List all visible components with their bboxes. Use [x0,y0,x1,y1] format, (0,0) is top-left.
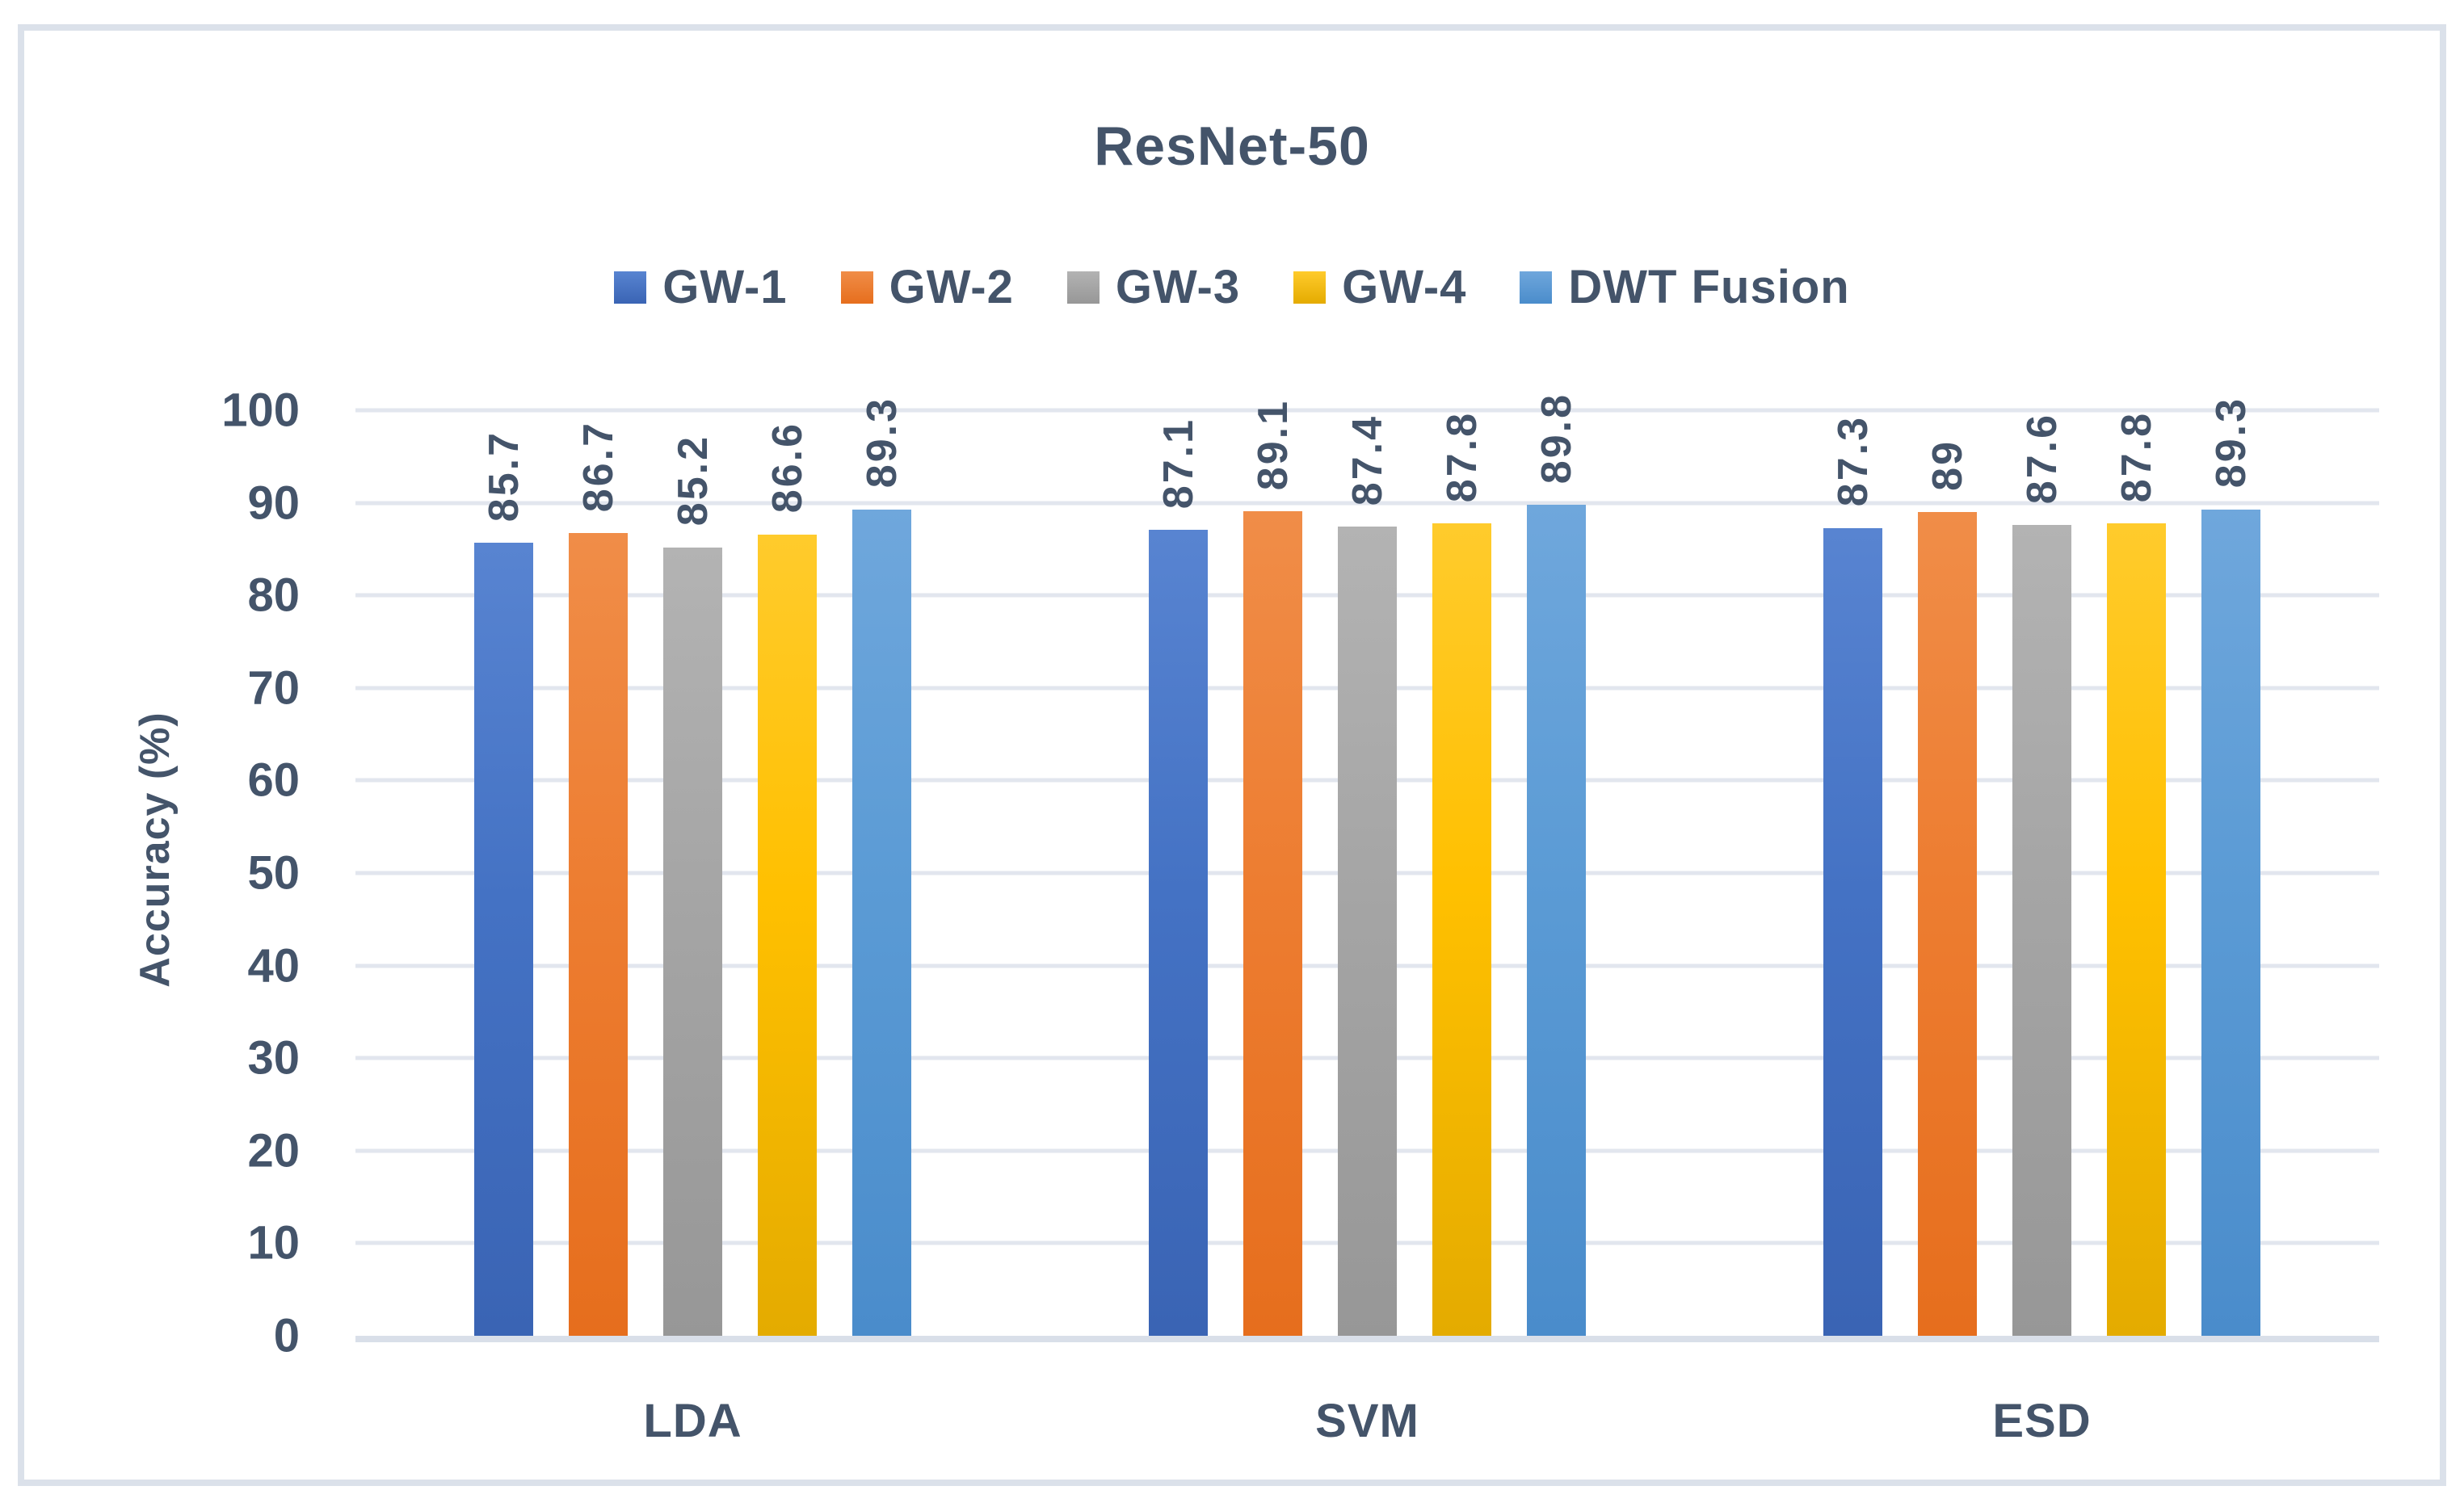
bar-value-label: 89.3 [858,397,906,489]
chart-title: ResNet-50 [1094,115,1370,177]
bar-slot: 86.7 [569,410,628,1336]
bar-group-svm: 87.1 89.1 87.4 87.8 89.8 [1030,392,1705,1336]
bar [1432,523,1491,1336]
legend-item: GW-2 [840,260,1014,314]
bar [1527,504,1586,1336]
bar-slot: 86.6 [758,410,817,1336]
y-axis-tick-labels: 0 10 20 30 40 50 60 70 80 90 100 [24,384,300,1362]
legend-label: GW-2 [889,261,1014,313]
bar [1823,527,1882,1336]
bar [1149,529,1208,1336]
gridline [355,501,2379,506]
legend-label: GW-4 [1342,261,1467,313]
category-label-lda: LDA [643,1395,742,1447]
bar-value-label: 87.3 [1829,415,1877,507]
y-tick-label: 10 [247,1216,300,1270]
bar-value-label: 87.6 [2018,412,2066,505]
legend-label: DWT Fusion [1568,261,1850,313]
legend-item: GW-4 [1293,260,1466,314]
legend-item: GW-1 [614,260,787,314]
bar-value-label: 85.2 [669,434,717,527]
bar-value-label: 87.4 [1343,414,1391,506]
bar [852,509,911,1336]
category-label-svm: SVM [1315,1395,1419,1447]
bar [1918,512,1977,1336]
bar [2012,525,2071,1336]
y-tick-label: 50 [247,846,300,900]
y-tick-label: 90 [247,476,300,530]
bar [1243,510,1302,1336]
legend: GW-1 GW-2 GW-3 GW-4 DWT Fusion [24,260,2440,314]
bar-group-esd: 87.3 89 87.6 87.8 89.3 [1705,397,2379,1336]
gridline [355,408,2379,413]
bar-value-label: 87.8 [1438,410,1486,502]
bar-value-label: 89.3 [2207,397,2255,489]
bar-slot: 89.8 [1527,392,1586,1336]
bar-slot: 87.4 [1338,410,1397,1336]
y-tick-label: 70 [247,661,300,715]
bar-slot: 87.6 [2012,410,2071,1336]
y-tick-label: 60 [247,754,300,807]
bar [1338,527,1397,1336]
bar [758,534,817,1336]
legend-swatch [614,271,647,304]
bar [569,533,628,1336]
bar-groups: 85.7 86.7 85.2 86.6 89.3 87.1 89.1 87.4 87.8 89.8… [355,392,2379,1336]
bar-group-lda: 85.7 86.7 85.2 86.6 89.3 [355,397,1030,1336]
bar-slot: 85.2 [663,410,722,1336]
x-axis-line [355,1336,2379,1342]
bar-value-label: 86.6 [763,422,811,514]
y-tick-label: 80 [247,569,300,622]
bar [663,547,722,1336]
category-label-esd: ESD [1992,1395,2092,1447]
bar [474,542,533,1336]
legend-item: DWT Fusion [1520,260,1849,314]
bar-value-label: 89 [1924,439,1971,492]
bar-value-label: 85.7 [480,430,528,522]
y-tick-label: 30 [247,1031,300,1085]
bar-slot: 89.3 [852,397,911,1336]
bar-value-label: 87.1 [1154,417,1202,509]
bar-slot: 87.8 [2107,410,2166,1336]
y-tick-label: 40 [247,939,300,993]
bar-slot: 89.3 [2201,397,2260,1336]
bar-value-label: 86.7 [574,421,622,513]
bar [2201,509,2260,1336]
bar-value-label: 89.1 [1249,398,1297,490]
legend-label: GW-3 [1115,261,1241,313]
legend-swatch [1520,271,1553,304]
bar-slot: 87.3 [1823,410,1882,1336]
legend-swatch [840,271,873,304]
legend-label: GW-1 [662,261,788,313]
bar-slot: 87.8 [1432,410,1491,1336]
bar-value-label: 89.8 [1533,392,1580,484]
y-tick-label: 20 [247,1124,300,1177]
x-category-labels: LDA SVM ESD [355,1394,2379,1448]
plot-area: 85.7 86.7 85.2 86.6 89.3 87.1 89.1 87.4 87.8 89.8… [355,392,2379,1342]
y-tick-label: 100 [221,384,300,437]
bar-slot: 85.7 [474,410,533,1336]
bar-slot: 89 [1918,410,1977,1336]
legend-swatch [1293,271,1327,304]
chart-frame: ResNet-50 GW-1 GW-2 GW-3 GW-4 DWT Fusion Acc… [18,24,2446,1486]
bar-slot: 89.1 [1243,399,1302,1336]
y-tick-label: 0 [273,1309,300,1362]
legend-item: GW-3 [1066,260,1241,314]
bar [2107,523,2166,1336]
legend-swatch [1066,271,1100,304]
bar-slot: 87.1 [1149,410,1208,1336]
bar-value-label: 87.8 [2113,410,2160,502]
